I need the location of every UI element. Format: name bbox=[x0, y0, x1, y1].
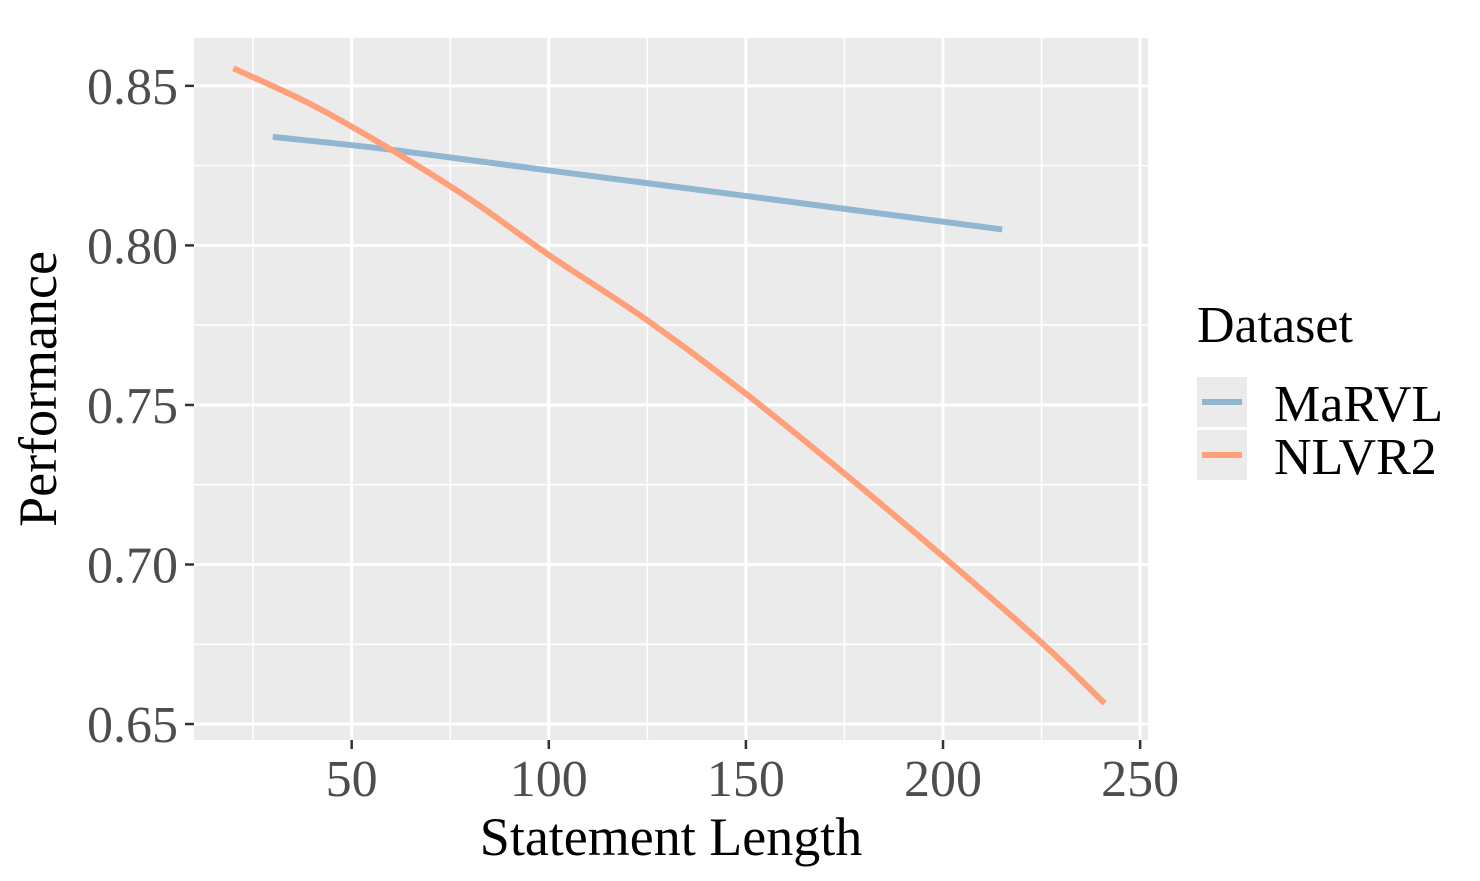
series-line-marvl bbox=[272, 133, 1003, 233]
major-gridlines bbox=[194, 38, 1148, 740]
series-lines bbox=[232, 65, 1107, 706]
x-tick-label-0: 50 bbox=[326, 751, 378, 808]
x-tick-label-4: 250 bbox=[1101, 751, 1179, 808]
x-axis-title: Statement Length bbox=[480, 807, 862, 867]
axis-ticks bbox=[185, 84, 1142, 749]
y-tick-label-0: 0.65 bbox=[87, 697, 178, 754]
y-axis-tick-labels: 0.65 0.70 0.75 0.80 0.85 bbox=[87, 59, 178, 754]
y-axis-title: Performance bbox=[8, 251, 68, 527]
legend-label-nlvr2: NLVR2 bbox=[1274, 429, 1437, 486]
legend-title: Dataset bbox=[1197, 297, 1353, 354]
y-tick-label-1: 0.70 bbox=[87, 538, 178, 595]
x-tick-label-1: 100 bbox=[510, 751, 588, 808]
legend: Dataset MaRVL NLVR2 bbox=[1197, 297, 1443, 486]
y-tick-label-4: 0.85 bbox=[87, 59, 178, 116]
y-tick-label-3: 0.80 bbox=[87, 218, 178, 275]
x-tick-label-2: 150 bbox=[707, 751, 785, 808]
series-line-nlvr2 bbox=[232, 65, 1107, 706]
y-tick-label-2: 0.75 bbox=[87, 378, 178, 435]
x-axis-tick-labels: 50 100 150 200 250 bbox=[326, 751, 1179, 808]
x-tick-label-3: 200 bbox=[904, 751, 982, 808]
legend-label-marvl: MaRVL bbox=[1274, 376, 1443, 433]
